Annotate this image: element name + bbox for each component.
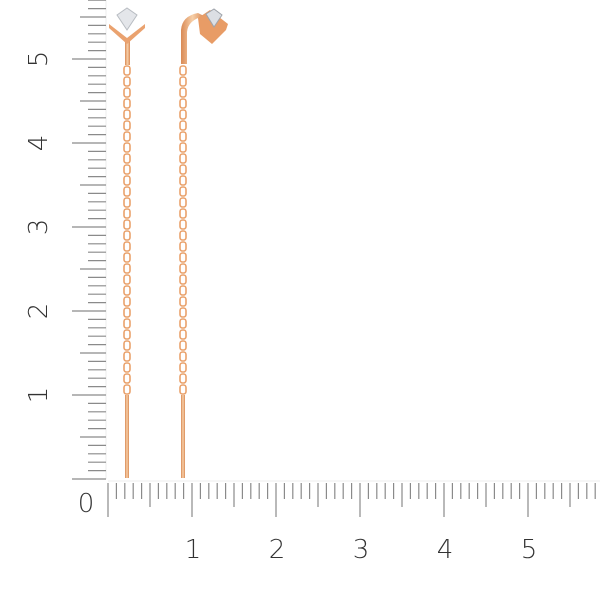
chain-link bbox=[179, 219, 187, 230]
ruler-label-y-5: 5 bbox=[24, 51, 54, 68]
chain-link bbox=[123, 285, 131, 296]
chain-link bbox=[179, 98, 187, 109]
chain-link bbox=[123, 131, 131, 142]
chain-link bbox=[179, 340, 187, 351]
earring-right-stem bbox=[181, 13, 204, 64]
chain-link bbox=[123, 87, 131, 98]
chain-link bbox=[123, 208, 131, 219]
chain-link bbox=[123, 318, 131, 329]
chain-link bbox=[179, 252, 187, 263]
chain-link bbox=[179, 153, 187, 164]
earring-right-wire bbox=[181, 395, 185, 478]
chain-link bbox=[123, 186, 131, 197]
earring-left-wire bbox=[125, 395, 129, 478]
chain-link bbox=[123, 384, 131, 395]
chain-link bbox=[179, 186, 187, 197]
chain-link bbox=[123, 109, 131, 120]
chain-link bbox=[179, 362, 187, 373]
chain-link bbox=[179, 384, 187, 395]
chain-link bbox=[179, 274, 187, 285]
chain-link bbox=[123, 241, 131, 252]
earring-left-chain bbox=[123, 65, 131, 395]
chain-link bbox=[123, 263, 131, 274]
earring-left bbox=[109, 7, 145, 478]
chain-link bbox=[179, 164, 187, 175]
chain-link bbox=[123, 142, 131, 153]
chain-link bbox=[179, 285, 187, 296]
chain-link bbox=[123, 197, 131, 208]
chain-link bbox=[123, 65, 131, 76]
chain-link bbox=[179, 65, 187, 76]
vertical-ruler bbox=[72, 0, 107, 480]
chain-link bbox=[179, 131, 187, 142]
chain-link bbox=[123, 340, 131, 351]
chain-link bbox=[179, 373, 187, 384]
chain-link bbox=[123, 307, 131, 318]
chain-link bbox=[123, 120, 131, 131]
ruler-label-y-3: 3 bbox=[24, 219, 54, 236]
earring-left-stem bbox=[125, 38, 130, 65]
chain-link bbox=[123, 175, 131, 186]
chain-link bbox=[123, 296, 131, 307]
chain-link bbox=[123, 362, 131, 373]
ruler-label-x-5: 5 bbox=[521, 535, 538, 565]
ruler-label-x-1: 1 bbox=[185, 535, 202, 565]
ruler-label-x-3: 3 bbox=[353, 535, 370, 565]
chain-link bbox=[179, 296, 187, 307]
chain-link bbox=[179, 230, 187, 241]
chain-link bbox=[179, 318, 187, 329]
chain-link bbox=[123, 153, 131, 164]
chain-link bbox=[123, 219, 131, 230]
chain-link bbox=[123, 351, 131, 362]
chain-link bbox=[179, 76, 187, 87]
ruler-label-0: 0 bbox=[78, 489, 95, 519]
chain-link bbox=[123, 274, 131, 285]
earring-left-setting bbox=[109, 24, 145, 44]
chain-link bbox=[179, 87, 187, 98]
chain-link bbox=[123, 76, 131, 87]
chain-link bbox=[179, 307, 187, 318]
chain-link bbox=[123, 373, 131, 384]
chain-link bbox=[123, 230, 131, 241]
chain-link bbox=[179, 241, 187, 252]
chain-link bbox=[179, 263, 187, 274]
ruler-label-y-4: 4 bbox=[24, 135, 54, 152]
earring-right-diamond-icon bbox=[205, 8, 223, 28]
chain-link bbox=[179, 197, 187, 208]
ruler-label-x-4: 4 bbox=[437, 535, 454, 565]
chain-link bbox=[179, 109, 187, 120]
chain-link bbox=[179, 208, 187, 219]
ruler-label-x-2: 2 bbox=[269, 535, 286, 565]
earring-right-chain bbox=[179, 65, 187, 395]
chain-link bbox=[179, 120, 187, 131]
ruler-label-y-1: 1 bbox=[24, 387, 54, 404]
horizontal-ruler bbox=[107, 480, 600, 517]
chain-link bbox=[179, 175, 187, 186]
chain-link bbox=[123, 329, 131, 340]
earring-left-diamond-icon bbox=[116, 7, 138, 31]
earring-right-setting bbox=[198, 10, 228, 44]
earring-right bbox=[179, 8, 228, 478]
chain-link bbox=[123, 164, 131, 175]
chain-link bbox=[179, 329, 187, 340]
chain-link bbox=[123, 252, 131, 263]
ruler-label-y-2: 2 bbox=[24, 303, 54, 320]
chain-link bbox=[123, 98, 131, 109]
chain-link bbox=[179, 351, 187, 362]
chain-link bbox=[179, 142, 187, 153]
